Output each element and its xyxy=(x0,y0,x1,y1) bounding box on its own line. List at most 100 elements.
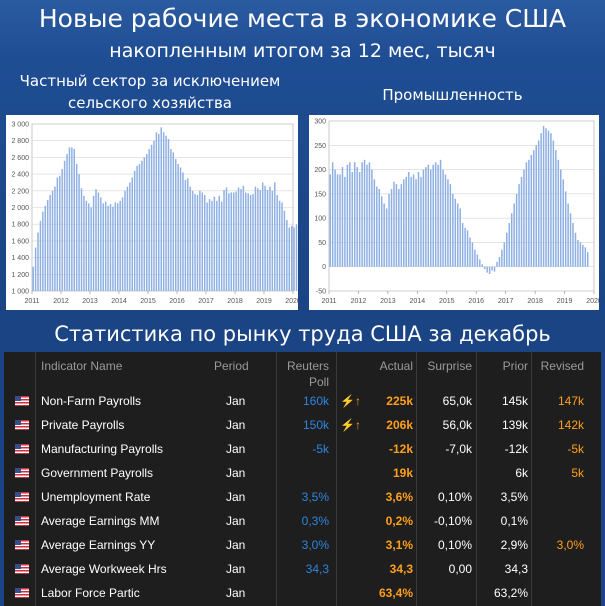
data-bar xyxy=(535,145,537,267)
data-bar xyxy=(240,189,242,291)
data-bar xyxy=(564,191,567,267)
column-divider xyxy=(416,352,417,606)
data-bar xyxy=(97,192,100,291)
table-row: Average Earnings MM Jan 0,3% 0,2% -0,10% 0,1% xyxy=(4,509,601,533)
poll-cell: 3,5% xyxy=(301,490,329,504)
us-flag-icon xyxy=(15,516,29,526)
period-cell: Jan xyxy=(226,490,246,504)
y-tick-label: 1 800 xyxy=(11,222,29,229)
data-bar xyxy=(59,175,61,291)
data-bar xyxy=(439,159,442,267)
data-bar xyxy=(403,179,405,267)
y-tick-label: 100 xyxy=(314,216,326,223)
x-tick-label: 2019 xyxy=(557,298,573,305)
data-bar xyxy=(143,157,146,291)
data-bar xyxy=(496,261,498,267)
chart-2-title: Промышленность xyxy=(382,86,523,104)
x-tick-label: 2019 xyxy=(256,298,272,305)
data-bar xyxy=(220,201,223,291)
data-bar xyxy=(269,186,271,292)
data-bar xyxy=(341,167,344,267)
data-bar xyxy=(366,164,368,267)
data-bar xyxy=(119,200,121,291)
data-bar xyxy=(555,150,557,267)
table-row: Average Workweek Hrs Jan 34,3 34,3 0,00 34,3 xyxy=(4,557,601,581)
actual-cell: 34,3 xyxy=(389,562,413,576)
data-bar xyxy=(420,176,422,267)
chart-private-sector: 1 000 1 200 1 400 1 600 1 800 2 000 2 200 2 400… xyxy=(11,122,298,306)
surprise-cell: 0,10% xyxy=(437,490,472,504)
data-bar xyxy=(533,150,535,267)
data-bar xyxy=(264,185,266,291)
actual-cell: 225k xyxy=(386,394,413,408)
header-surprise: Surprise xyxy=(427,359,472,373)
data-bar xyxy=(109,204,112,291)
data-bar xyxy=(228,193,230,291)
data-bar xyxy=(390,189,393,267)
data-bar xyxy=(129,182,131,291)
y-tick-label: 50 xyxy=(318,240,326,247)
data-bar xyxy=(155,132,158,291)
data-bar xyxy=(56,177,59,291)
data-bar xyxy=(471,242,474,267)
data-bar xyxy=(153,140,155,291)
data-bar xyxy=(373,179,376,267)
data-bar xyxy=(148,149,150,291)
y-tick-label: 1 200 xyxy=(11,272,29,279)
data-bar xyxy=(434,162,437,267)
table-row: Private Payrolls Jan 150k ⚡↑ 206k 56,0k 139k 14… xyxy=(4,413,601,437)
data-bar xyxy=(459,208,461,267)
data-bar xyxy=(437,164,439,267)
data-bar xyxy=(230,192,233,291)
x-tick-label: 2017 xyxy=(498,298,514,305)
data-bar xyxy=(449,184,452,267)
us-flag-icon xyxy=(15,420,29,430)
revised-cell: -5k xyxy=(567,442,584,456)
data-bar xyxy=(466,230,469,267)
header-prior: Prior xyxy=(502,359,528,373)
data-bar xyxy=(513,203,515,267)
data-bar xyxy=(442,169,444,267)
data-bar xyxy=(261,182,264,291)
data-bar xyxy=(107,205,109,291)
period-cell: Jan xyxy=(226,586,246,600)
data-bar xyxy=(216,200,218,291)
poll-cell: 150k xyxy=(302,418,329,432)
data-bar xyxy=(259,189,262,291)
plot-area xyxy=(328,120,595,292)
actual-cell: -12k xyxy=(388,442,413,456)
data-bar xyxy=(395,184,398,267)
x-tick-label: 2015 xyxy=(140,298,156,305)
data-bar xyxy=(68,147,71,291)
chart-1-title: Частный сектор за исключением сельского … xyxy=(19,72,281,112)
x-tick-label: 2012 xyxy=(351,298,367,305)
indicator-name: Average Earnings YY xyxy=(41,538,156,552)
indicator-name: Manufacturing Payrolls xyxy=(41,442,164,456)
x-tick-label: 2012 xyxy=(53,298,69,305)
data-bar xyxy=(476,254,479,267)
data-bar xyxy=(461,223,464,267)
data-bar xyxy=(547,130,550,267)
data-bar xyxy=(376,186,378,267)
prior-cell: 63,2% xyxy=(493,586,528,600)
us-flag-icon xyxy=(15,396,29,406)
data-bar xyxy=(407,172,410,267)
data-bar xyxy=(412,174,415,267)
data-bar xyxy=(232,192,235,291)
data-bar xyxy=(469,237,471,267)
surprise-flash-icon: ⚡↑ xyxy=(340,394,361,408)
indicator-name: Labor Force Partic xyxy=(41,586,140,600)
data-bar xyxy=(271,190,274,291)
surprise-cell: 56,0k xyxy=(442,418,472,432)
data-bar xyxy=(557,159,560,267)
x-tick-label: 2016 xyxy=(169,298,185,305)
data-bar xyxy=(85,200,88,291)
x-tick-label: 2018 xyxy=(527,298,543,305)
period-cell: Jan xyxy=(226,394,246,408)
y-tick-label: -50 xyxy=(316,289,326,296)
us-flag-icon xyxy=(15,444,29,454)
x-tick-label: 2016 xyxy=(468,298,484,305)
x-tick-label: 2015 xyxy=(439,298,455,305)
data-bar xyxy=(393,181,395,267)
y-tick-label: 2 400 xyxy=(11,172,29,179)
